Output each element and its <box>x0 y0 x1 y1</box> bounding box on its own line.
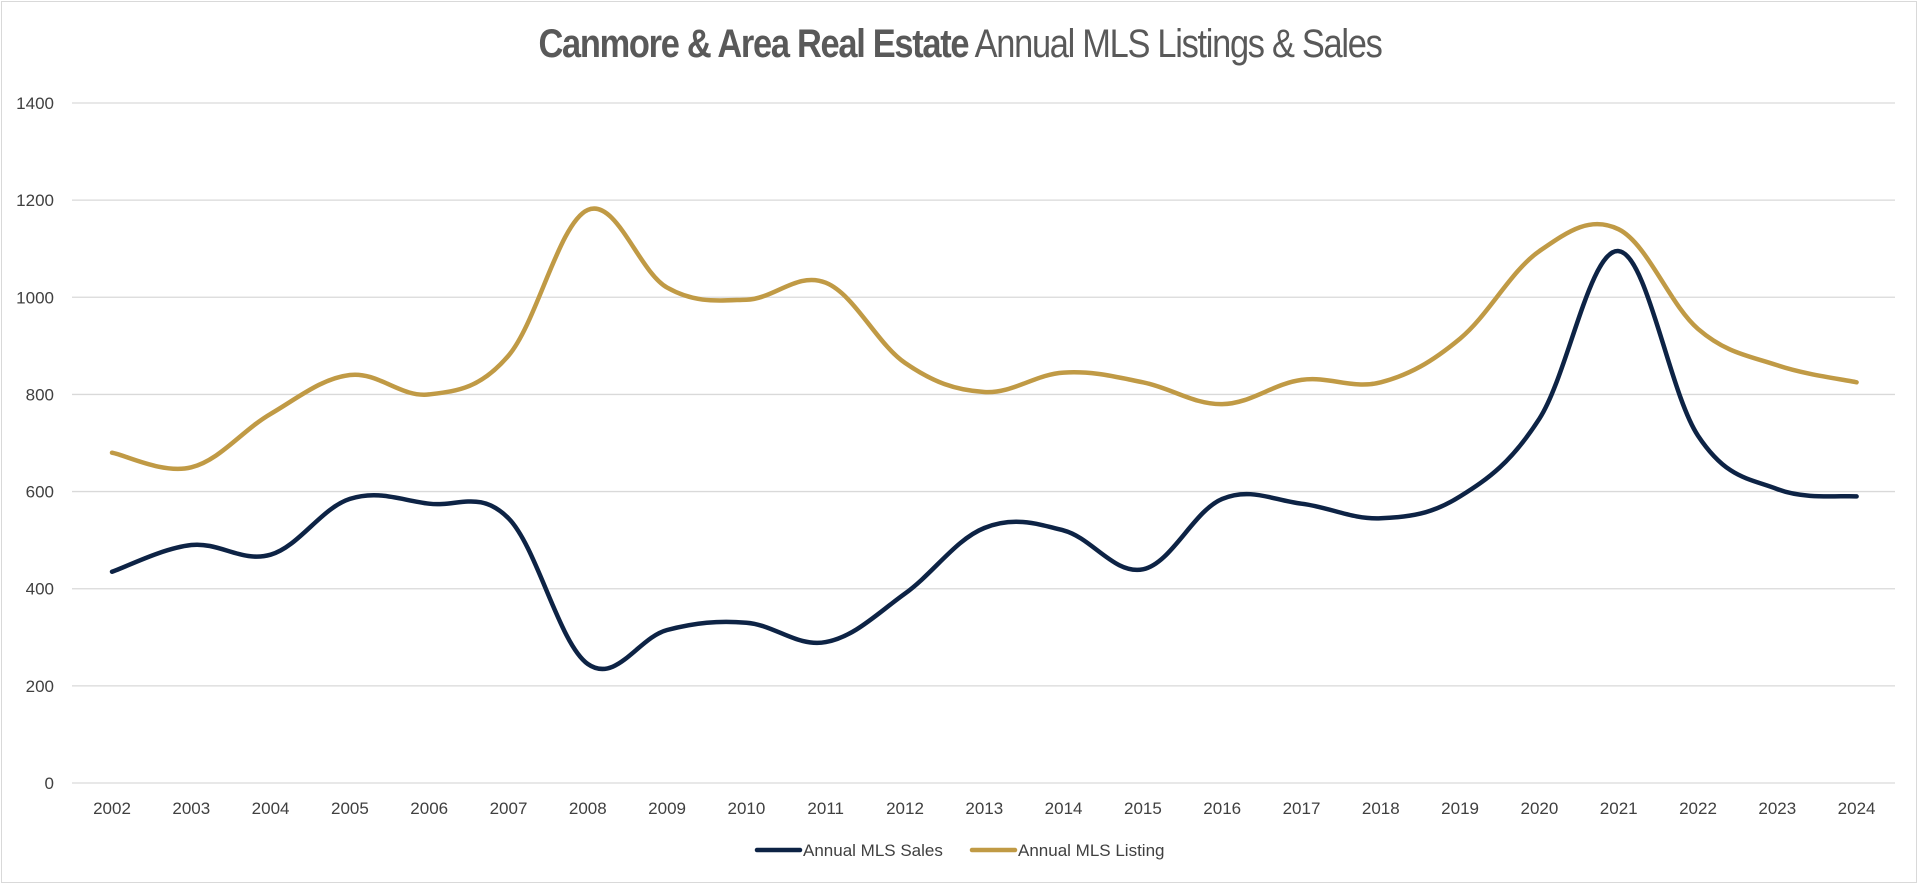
x-tick-label: 2020 <box>1520 799 1558 818</box>
x-tick-label: 2022 <box>1679 799 1717 818</box>
x-tick-label: 2009 <box>648 799 686 818</box>
x-tick-label: 2016 <box>1203 799 1241 818</box>
gridlines <box>72 102 1895 784</box>
y-tick-label: 800 <box>26 385 54 404</box>
x-tick-label: 2008 <box>569 799 607 818</box>
x-tick-label: 2013 <box>965 799 1003 818</box>
y-tick-label: 200 <box>26 677 54 696</box>
x-tick-label: 2011 <box>807 799 844 818</box>
y-tick-label: 1000 <box>16 288 54 307</box>
x-tick-label: 2006 <box>410 799 448 818</box>
series-line-annual-mls-listing <box>109 206 1859 471</box>
x-tick-label: 2002 <box>93 799 131 818</box>
x-tick-label: 2023 <box>1758 799 1796 818</box>
x-tick-label: 2005 <box>331 799 369 818</box>
chart-title: Canmore & Area Real Estate Annual MLS Li… <box>134 22 1785 67</box>
y-tick-label: 400 <box>26 580 54 599</box>
x-tick-label: 2015 <box>1124 799 1162 818</box>
legend: Annual MLS Sales Annual MLS Listing <box>754 841 1164 860</box>
y-tick-label: 1400 <box>16 94 54 113</box>
legend-label: Annual MLS Sales <box>803 841 943 860</box>
chart-title-bold: Canmore & Area Real Estate <box>538 22 969 66</box>
legend-label: Annual MLS Listing <box>1018 841 1164 860</box>
x-tick-label: 2021 <box>1600 799 1638 818</box>
x-tick-label: 2019 <box>1441 799 1479 818</box>
x-axis-ticks: 2002 2003 2004 2005 2006 2007 2008 2009 2010 2011… <box>93 799 1875 818</box>
x-tick-label: 2024 <box>1838 799 1876 818</box>
x-tick-label: 2017 <box>1283 799 1321 818</box>
chart-title-rest: Annual MLS Listings & Sales <box>974 22 1383 66</box>
series-lines <box>109 206 1859 672</box>
y-tick-label: 1200 <box>16 191 54 210</box>
x-tick-label: 2018 <box>1362 799 1400 818</box>
y-axis-ticks: 0 200 400 600 800 1000 1200 1400 <box>16 94 54 793</box>
y-tick-label: 600 <box>26 483 54 502</box>
x-tick-label: 2004 <box>252 799 290 818</box>
x-tick-label: 2014 <box>1045 799 1083 818</box>
x-tick-label: 2012 <box>886 799 924 818</box>
series-line-annual-mls-sales <box>109 248 1859 672</box>
y-tick-label: 0 <box>45 774 54 793</box>
x-tick-label: 2007 <box>490 799 528 818</box>
x-tick-label: 2010 <box>727 799 765 818</box>
x-tick-label: 2003 <box>172 799 210 818</box>
